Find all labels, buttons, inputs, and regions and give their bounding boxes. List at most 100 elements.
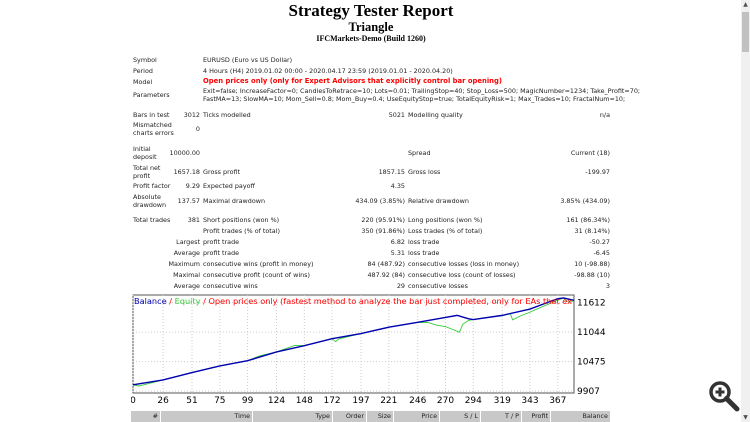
y-tick-label: 10475 <box>577 358 606 368</box>
stat-col2-label: consecutive wins (profit in money) <box>203 260 314 268</box>
zoom-in-icon[interactable] <box>708 380 740 412</box>
plot-area <box>132 294 575 394</box>
stat-col3-label: loss trade <box>408 238 440 246</box>
x-tick-label: 367 <box>549 396 566 406</box>
column-header[interactable]: T / P <box>481 411 522 422</box>
stat-col1-label: Bars in test <box>133 111 170 119</box>
legend-sep1: / <box>166 296 175 306</box>
stat-col2-value: 6.82 <box>390 238 405 246</box>
x-tick-label: 75 <box>214 396 225 406</box>
balance-equity-chart: 0 26 51 75 99 124 148 172 197 221 246 270 294 319 343 3… <box>131 294 606 406</box>
stat-col3-value: -50.27 <box>589 238 610 246</box>
y-tick-label: 11612 <box>577 299 606 309</box>
stat-col3-value: 31 (8.14%) <box>574 227 610 235</box>
stat-col2-label: Maximal drawdown <box>203 197 266 205</box>
column-header[interactable]: Order <box>333 411 367 422</box>
stat-col3-value: -199.97 <box>585 168 610 176</box>
stat-col2-label: Short positions (won %) <box>203 216 280 224</box>
stat-col2-value: 84 (487.92) <box>367 260 405 268</box>
x-tick-label: 26 <box>157 396 169 406</box>
x-tick-label: 124 <box>268 396 285 406</box>
server-build: IFCMarkets-Demo (Build 1260) <box>316 34 426 43</box>
x-tick-label: 99 <box>242 396 254 406</box>
column-header[interactable]: Price <box>394 411 440 422</box>
legend-sep2: / <box>200 296 209 306</box>
stat-col2-value: 1857.15 <box>378 168 405 176</box>
stat-col2-label: profit trade <box>203 238 240 246</box>
stat-col3-value: 3 <box>605 282 610 290</box>
legend-equity: Equity <box>174 296 201 306</box>
stat-col3-label: Relative drawdown <box>408 197 469 205</box>
period-label: Period <box>133 67 153 75</box>
stat-col2-value: 220 (95.91%) <box>361 216 405 224</box>
stat-col3-label: loss trade <box>408 249 440 257</box>
stat-col3-value: n/a <box>599 111 610 119</box>
column-header[interactable]: Type <box>253 411 333 422</box>
column-header[interactable]: Profit <box>522 411 551 422</box>
stat-col3-label: consecutive losses (loss in money) <box>408 260 520 268</box>
x-tick-label: 246 <box>409 396 426 406</box>
stat-col2-label: consecutive wins <box>203 282 258 290</box>
column-header[interactable]: Time <box>161 411 253 422</box>
stat-col2-value: 434.09 (3.85%) <box>355 197 405 205</box>
stat-col2-value: 350 (91.86%) <box>361 227 405 235</box>
stat-col2-label: Profit trades (% of total) <box>203 227 280 235</box>
model-label: Model <box>133 78 153 86</box>
column-header[interactable]: Balance <box>551 411 611 422</box>
column-header[interactable]: S / L <box>440 411 481 422</box>
x-tick-label: 0 <box>131 396 136 406</box>
stat-col1-value: 10000.00 <box>169 149 201 157</box>
parameters-label: Parameters <box>133 91 170 99</box>
stat-col2-value: 29 <box>396 282 405 290</box>
stat-col3-value: 3.85% (434.09) <box>560 197 610 205</box>
scroll-up-icon[interactable]: ▲ <box>743 1 748 8</box>
stat-col2-value: 4.35 <box>390 182 405 190</box>
stat-col1-label: Absolute drawdown <box>133 193 167 209</box>
stat-col1-value: 1657.18 <box>173 168 200 176</box>
report-title: Strategy Tester Report <box>288 1 454 20</box>
y-tick-label: 11044 <box>577 328 606 338</box>
symbol-label: Symbol <box>133 56 157 64</box>
scroll-down-icon[interactable]: ▼ <box>743 414 748 421</box>
stat-col1-value: Largest <box>176 238 200 246</box>
vertical-scrollbar[interactable]: ▲ ▼ <box>741 0 750 422</box>
legend-note: Open prices only (fastest method to anal… <box>208 296 572 306</box>
stat-col2-label: Expected payoff <box>203 182 255 190</box>
expert-name: Triangle <box>348 20 394 34</box>
column-header[interactable]: # <box>131 411 161 422</box>
balance-line <box>132 297 575 386</box>
stat-col3-value: 10 (-98.88) <box>574 260 610 268</box>
stat-col1-label: Total net profit <box>133 164 161 180</box>
stat-col2-value: 487.92 (84) <box>367 271 405 279</box>
y-tick-label: 9907 <box>577 387 600 397</box>
column-header[interactable]: Size <box>367 411 394 422</box>
model-value: Open prices only (only for Expert Adviso… <box>203 77 502 85</box>
stat-col3-label: Spread <box>408 149 431 157</box>
stat-col1-value: Maximal <box>173 271 200 279</box>
x-tick-label: 270 <box>437 396 454 406</box>
stat-col3-label: consecutive losses <box>408 282 468 290</box>
stat-col1-value: 137.57 <box>177 197 200 205</box>
stat-col2-label: Ticks modelled <box>203 111 251 119</box>
x-tick-label: 343 <box>521 396 538 406</box>
x-tick-label: 51 <box>186 396 197 406</box>
legend-balance: Balance <box>134 296 167 306</box>
symbol-value: EURUSD (Euro vs US Dollar) <box>203 56 293 64</box>
stat-col1-value: Average <box>173 282 200 290</box>
stat-col1-label: Mismatched charts errors <box>133 121 174 137</box>
stat-col1-value: 381 <box>187 216 200 224</box>
stat-col2-value: 5.31 <box>390 249 405 257</box>
scrollbar-thumb[interactable] <box>742 12 749 52</box>
x-tick-label: 294 <box>465 396 482 406</box>
stat-col1-label: Profit factor <box>133 182 171 190</box>
stat-col1-label: Initial deposit <box>133 145 157 161</box>
parameters-line-1: Exit=false; IncreaseFactor=0; CandlesToR… <box>203 87 641 95</box>
stat-col3-label: consecutive loss (count of losses) <box>408 271 516 279</box>
stat-col3-value: -6.45 <box>593 249 610 257</box>
stat-col1-label: Total trades <box>133 216 171 224</box>
stat-col1-value: Maximum <box>168 260 201 268</box>
period-value: 4 Hours (H4) 2019.01.02 00:00 - 2020.04.… <box>203 67 453 75</box>
stat-col1-value: 3012 <box>183 111 200 119</box>
stat-col2-label: profit trade <box>203 249 240 257</box>
